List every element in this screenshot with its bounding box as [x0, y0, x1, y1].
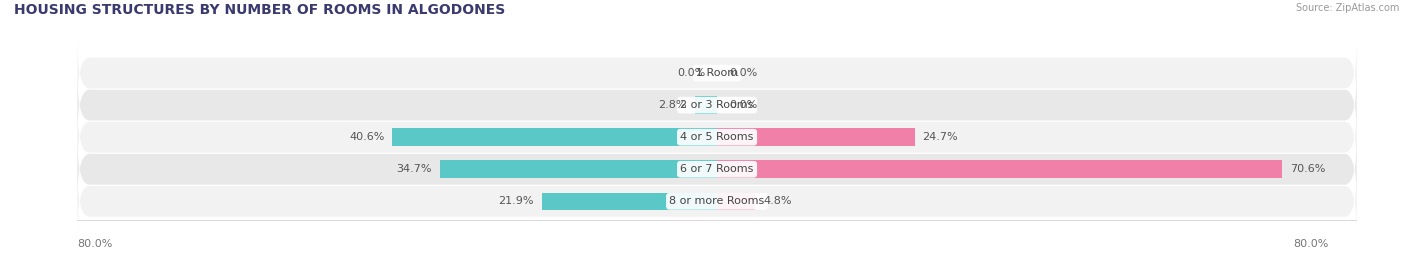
Text: 2.8%: 2.8% — [658, 100, 686, 110]
Text: 4 or 5 Rooms: 4 or 5 Rooms — [681, 132, 754, 142]
Bar — [440, 160, 717, 178]
Text: 0.0%: 0.0% — [730, 68, 758, 78]
Bar — [541, 193, 717, 210]
Text: 8 or more Rooms: 8 or more Rooms — [669, 196, 765, 206]
Text: 0.0%: 0.0% — [730, 100, 758, 110]
Text: 0.0%: 0.0% — [676, 68, 704, 78]
Text: 4.8%: 4.8% — [763, 196, 792, 206]
Bar — [717, 193, 755, 210]
Text: 80.0%: 80.0% — [1294, 239, 1329, 249]
FancyBboxPatch shape — [77, 40, 1357, 106]
Bar — [717, 160, 1282, 178]
FancyBboxPatch shape — [77, 72, 1357, 138]
Text: 21.9%: 21.9% — [499, 196, 534, 206]
Text: 80.0%: 80.0% — [77, 239, 112, 249]
Bar — [717, 128, 914, 146]
Text: 40.6%: 40.6% — [349, 132, 384, 142]
Text: 24.7%: 24.7% — [922, 132, 959, 142]
Text: Source: ZipAtlas.com: Source: ZipAtlas.com — [1295, 3, 1399, 13]
Text: 2 or 3 Rooms: 2 or 3 Rooms — [681, 100, 754, 110]
Text: 1 Room: 1 Room — [696, 68, 738, 78]
FancyBboxPatch shape — [77, 104, 1357, 170]
Text: 6 or 7 Rooms: 6 or 7 Rooms — [681, 164, 754, 174]
FancyBboxPatch shape — [77, 137, 1357, 202]
FancyBboxPatch shape — [77, 169, 1357, 234]
Bar — [392, 128, 717, 146]
Text: HOUSING STRUCTURES BY NUMBER OF ROOMS IN ALGODONES: HOUSING STRUCTURES BY NUMBER OF ROOMS IN… — [14, 3, 505, 17]
Bar — [695, 96, 717, 114]
Text: 34.7%: 34.7% — [396, 164, 432, 174]
Text: 70.6%: 70.6% — [1289, 164, 1324, 174]
